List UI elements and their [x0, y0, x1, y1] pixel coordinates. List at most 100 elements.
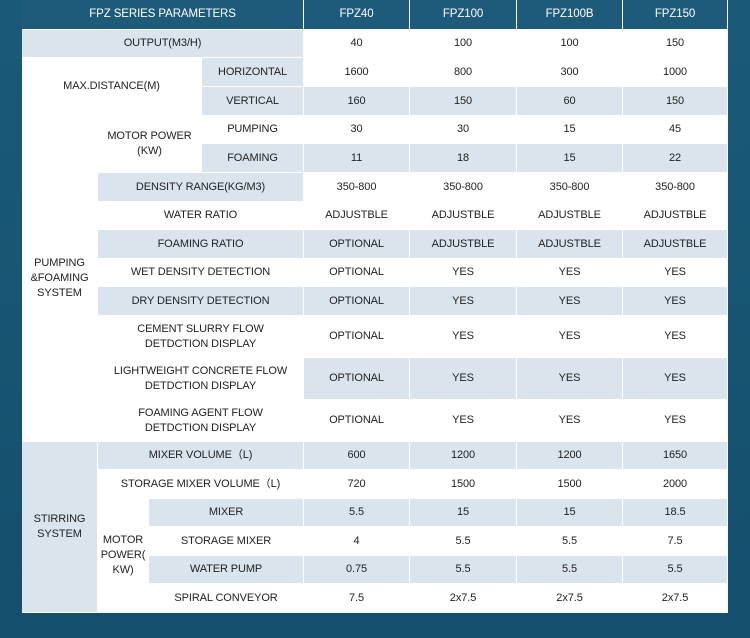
table-row: WET DENSITY DETECTION OPTIONAL YES YES Y… — [22, 259, 729, 287]
cell-value: 15 — [517, 116, 624, 144]
cell-value: 720 — [304, 470, 411, 499]
table-row: FOAMING 11 18 15 22 — [22, 144, 729, 173]
cell-value: 0.75 — [304, 556, 411, 584]
cell-value: 15 — [517, 144, 624, 173]
table-title: FPZ SERIES PARAMETERS — [22, 0, 305, 30]
cell-value: 100 — [517, 30, 624, 58]
cell-value: 2x7.5 — [410, 584, 518, 613]
group-label: STIRRING SYSTEM — [22, 442, 98, 613]
table-row: MAX.DISTANCE(M) HORIZONTAL 1600 800 300 … — [22, 58, 729, 116]
table-row: PUMPING &FOAMING SYSTEM MOTOR POWER (KW)… — [22, 116, 729, 442]
cell-value: ADJUSTBLE — [517, 202, 624, 230]
row-label: HORIZONTAL — [202, 58, 305, 87]
cell-value: ADJUSTBLE — [410, 202, 518, 230]
cell-value: 350-800 — [517, 173, 624, 202]
cell-value: 15 — [410, 499, 518, 527]
row-label: DENSITY RANGE(KG/M3) — [98, 173, 305, 202]
table-row: VERTICAL 160 150 60 150 — [22, 87, 729, 116]
cell-value: ADJUSTBLE — [517, 230, 624, 259]
cell-value: 18.5 — [623, 499, 729, 527]
subgroup-label: MOTOR POWER (KW) — [98, 116, 202, 173]
cell-value: YES — [410, 316, 518, 358]
table-row: SPIRAL CONVEYOR 7.5 2x7.5 2x7.5 2x7.5 — [22, 584, 729, 613]
row-label: WET DENSITY DETECTION — [98, 259, 305, 287]
cell-value: OPTIONAL — [304, 400, 411, 442]
table-row: DRY DENSITY DETECTION OPTIONAL YES YES Y… — [22, 287, 729, 316]
cell-value: 1600 — [304, 58, 411, 87]
cell-value: 2x7.5 — [517, 584, 624, 613]
cell-value: OPTIONAL — [304, 358, 411, 400]
cell-value: 150 — [623, 30, 729, 58]
cell-value: 4 — [304, 527, 411, 556]
table-row: MOTOR POWER( KW) MIXER 5.5 15 15 18.5 — [22, 499, 729, 613]
row-label: CEMENT SLURRY FLOW DETDCTION DISPLAY — [98, 316, 305, 358]
cell-value: 150 — [410, 87, 518, 116]
table-row: WATER PUMP 0.75 5.5 5.5 5.5 — [22, 556, 729, 584]
row-label: OUTPUT(M3/H) — [22, 30, 305, 58]
cell-value: YES — [410, 287, 518, 316]
cell-value: 5.5 — [517, 556, 624, 584]
row-label: SPIRAL CONVEYOR — [149, 584, 305, 613]
table-row: STORAGE MIXER 4 5.5 5.5 7.5 — [22, 527, 729, 556]
table-row: STIRRING SYSTEM MIXER VOLUME（L) 600 1200… — [22, 442, 729, 613]
cell-value: 2000 — [623, 470, 729, 499]
cell-value: 40 — [304, 30, 411, 58]
cell-value: 22 — [623, 144, 729, 173]
model-header: FPZ100B — [517, 0, 624, 30]
cell-value: 5.5 — [304, 499, 411, 527]
cell-value: 600 — [304, 442, 411, 470]
cell-value: YES — [623, 287, 729, 316]
row-label: WATER PUMP — [149, 556, 305, 584]
table-row: FOAMING RATIO OPTIONAL ADJUSTBLE ADJUSTB… — [22, 230, 729, 259]
model-header: FPZ40 — [304, 0, 411, 30]
model-header: FPZ100 — [410, 0, 518, 30]
group-label: PUMPING &FOAMING SYSTEM — [22, 116, 98, 442]
cell-value: 60 — [517, 87, 624, 116]
row-label: MIXER VOLUME（L) — [98, 442, 305, 470]
cell-value: 15 — [517, 499, 624, 527]
row-label: WATER RATIO — [98, 202, 305, 230]
table-row: OUTPUT(M3/H) 40 100 100 150 — [22, 30, 729, 58]
cell-value: ADJUSTBLE — [410, 230, 518, 259]
cell-value: 18 — [410, 144, 518, 173]
cell-value: YES — [517, 358, 624, 400]
row-label: PUMPING — [202, 116, 305, 144]
cell-value: YES — [623, 400, 729, 442]
row-label: LIGHTWEIGHT CONCRETE FLOW DETDCTION DISP… — [98, 358, 305, 400]
cell-value: 100 — [410, 30, 518, 58]
model-header: FPZ150 — [623, 0, 729, 30]
cell-value: YES — [517, 316, 624, 358]
cell-value: YES — [517, 259, 624, 287]
cell-value: 300 — [517, 58, 624, 87]
cell-value: ADJUSTBLE — [304, 202, 411, 230]
cell-value: 1200 — [517, 442, 624, 470]
cell-value: 5.5 — [410, 527, 518, 556]
group-label: MAX.DISTANCE(M) — [22, 58, 202, 116]
cell-value: YES — [410, 400, 518, 442]
cell-value: YES — [410, 259, 518, 287]
cell-value: 2x7.5 — [623, 584, 729, 613]
cell-value: 1500 — [410, 470, 518, 499]
table-row: LIGHTWEIGHT CONCRETE FLOW DETDCTION DISP… — [22, 358, 729, 400]
row-label: MIXER — [149, 499, 305, 527]
table-row: STORAGE MIXER VOLUME（L) 720 1500 1500 20… — [22, 470, 729, 499]
cell-value: 1650 — [623, 442, 729, 470]
cell-value: 350-800 — [410, 173, 518, 202]
cell-value: 1000 — [623, 58, 729, 87]
cell-value: 350-800 — [304, 173, 411, 202]
row-label: STORAGE MIXER VOLUME（L) — [98, 470, 305, 499]
cell-value: 150 — [623, 87, 729, 116]
cell-value: 5.5 — [410, 556, 518, 584]
header-row: FPZ SERIES PARAMETERS FPZ40 FPZ100 FPZ10… — [22, 0, 729, 30]
cell-value: YES — [517, 400, 624, 442]
table-row: CEMENT SLURRY FLOW DETDCTION DISPLAY OPT… — [22, 316, 729, 358]
fpz-parameters-table: FPZ SERIES PARAMETERS FPZ40 FPZ100 FPZ10… — [22, 0, 729, 613]
cell-value: YES — [623, 358, 729, 400]
cell-value: ADJUSTBLE — [623, 202, 729, 230]
cell-value: 1200 — [410, 442, 518, 470]
cell-value: YES — [623, 316, 729, 358]
cell-value: OPTIONAL — [304, 259, 411, 287]
cell-value: 7.5 — [304, 584, 411, 613]
table-row: WATER RATIO ADJUSTBLE ADJUSTBLE ADJUSTBL… — [22, 202, 729, 230]
